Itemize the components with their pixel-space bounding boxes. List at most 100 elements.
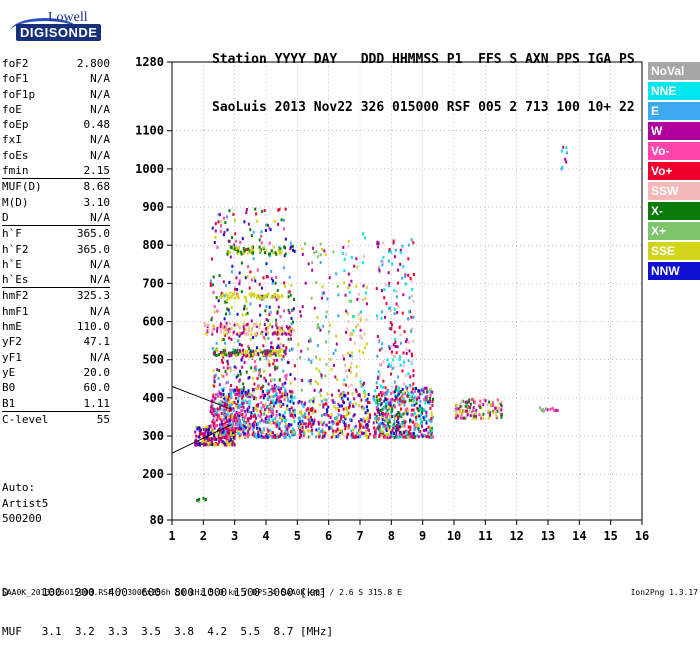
echo-point: [209, 410, 212, 414]
echo-point: [350, 370, 353, 374]
echo-point: [343, 257, 346, 261]
echo-point: [387, 427, 390, 431]
echo-point: [299, 426, 302, 430]
echo-point: [275, 298, 278, 302]
echo-point: [498, 407, 501, 410]
x-tick-label: 5: [294, 529, 301, 543]
echo-point: [351, 392, 354, 396]
echo-point: [236, 413, 239, 417]
echo-point: [202, 438, 205, 441]
echo-point: [208, 432, 211, 436]
echo-point: [475, 414, 478, 418]
echo-point: [320, 247, 323, 251]
echo-point: [207, 442, 210, 446]
echo-point: [289, 435, 292, 439]
echo-point: [230, 408, 232, 412]
echo-point: [372, 397, 375, 401]
echo-point: [324, 423, 327, 427]
echo-point: [232, 245, 234, 249]
echo-point: [277, 399, 280, 403]
echo-point: [277, 395, 280, 399]
echo-point: [284, 237, 287, 241]
echo-point: [282, 384, 285, 388]
echo-point: [343, 269, 346, 273]
echo-point: [275, 413, 278, 417]
echo-point: [224, 327, 227, 331]
echo-point: [460, 399, 463, 403]
echo-point: [236, 332, 239, 336]
param-label: yF2: [2, 335, 22, 349]
echo-point: [278, 350, 281, 354]
echo-point: [348, 283, 351, 287]
echo-point: [257, 428, 260, 432]
echo-point: [230, 430, 233, 434]
echo-point: [343, 357, 345, 361]
echo-point: [365, 286, 368, 289]
param-label: h`F2: [2, 242, 29, 256]
legend-item: Vo-: [648, 142, 700, 160]
echo-point: [226, 436, 229, 439]
echo-point: [268, 312, 271, 316]
echo-point: [321, 292, 324, 296]
echo-point: [467, 405, 470, 409]
echo-point: [412, 397, 415, 400]
echo-point: [252, 245, 255, 249]
echo-point: [255, 323, 258, 326]
echo-point: [309, 429, 311, 433]
echo-point: [347, 239, 350, 243]
echo-point: [381, 418, 384, 422]
echo-point: [556, 409, 559, 412]
echo-point: [229, 255, 232, 259]
echo-point: [234, 427, 237, 431]
echo-point: [355, 365, 358, 369]
echo-point: [361, 407, 364, 411]
echo-point: [275, 398, 278, 402]
echo-point: [391, 398, 394, 401]
echo-point: [240, 252, 243, 256]
param-value: 365.0: [76, 242, 110, 256]
echo-point: [359, 429, 362, 433]
echo-point: [354, 434, 357, 438]
echo-point: [414, 425, 417, 429]
echo-point: [499, 410, 502, 413]
echo-point: [223, 317, 226, 321]
echo-point: [256, 346, 258, 350]
echo-point: [255, 368, 257, 372]
echo-point: [249, 395, 251, 399]
echo-point: [267, 360, 270, 363]
echo-point: [327, 414, 330, 418]
echo-point: [360, 384, 363, 388]
echo-point: [405, 385, 407, 389]
echo-point: [227, 405, 230, 409]
echo-point: [233, 291, 236, 295]
echo-point: [222, 395, 225, 398]
echo-point: [274, 389, 277, 393]
echo-point: [430, 417, 433, 421]
echo-point: [290, 316, 293, 320]
echo-point: [352, 435, 355, 439]
echo-point: [222, 338, 225, 341]
echo-point: [378, 413, 381, 416]
echo-point: [228, 209, 231, 213]
echo-point: [403, 435, 406, 439]
echo-point: [232, 330, 235, 334]
echo-point: [211, 399, 214, 403]
echo-point: [311, 261, 314, 265]
echo-point: [383, 296, 386, 300]
echo-point: [229, 391, 232, 395]
echo-point: [359, 334, 362, 338]
echo-point: [253, 414, 256, 418]
echo-point: [343, 363, 346, 367]
echo-point: [357, 323, 360, 327]
echo-point: [343, 423, 346, 427]
echo-point: [307, 262, 310, 266]
echo-point: [391, 367, 394, 371]
echo-point: [376, 399, 379, 403]
echo-point: [273, 387, 276, 391]
echo-point: [266, 330, 269, 334]
echo-point: [474, 416, 477, 420]
echo-point: [214, 373, 217, 377]
echo-point: [250, 245, 253, 249]
echo-point: [385, 418, 388, 422]
echo-point: [242, 394, 245, 398]
